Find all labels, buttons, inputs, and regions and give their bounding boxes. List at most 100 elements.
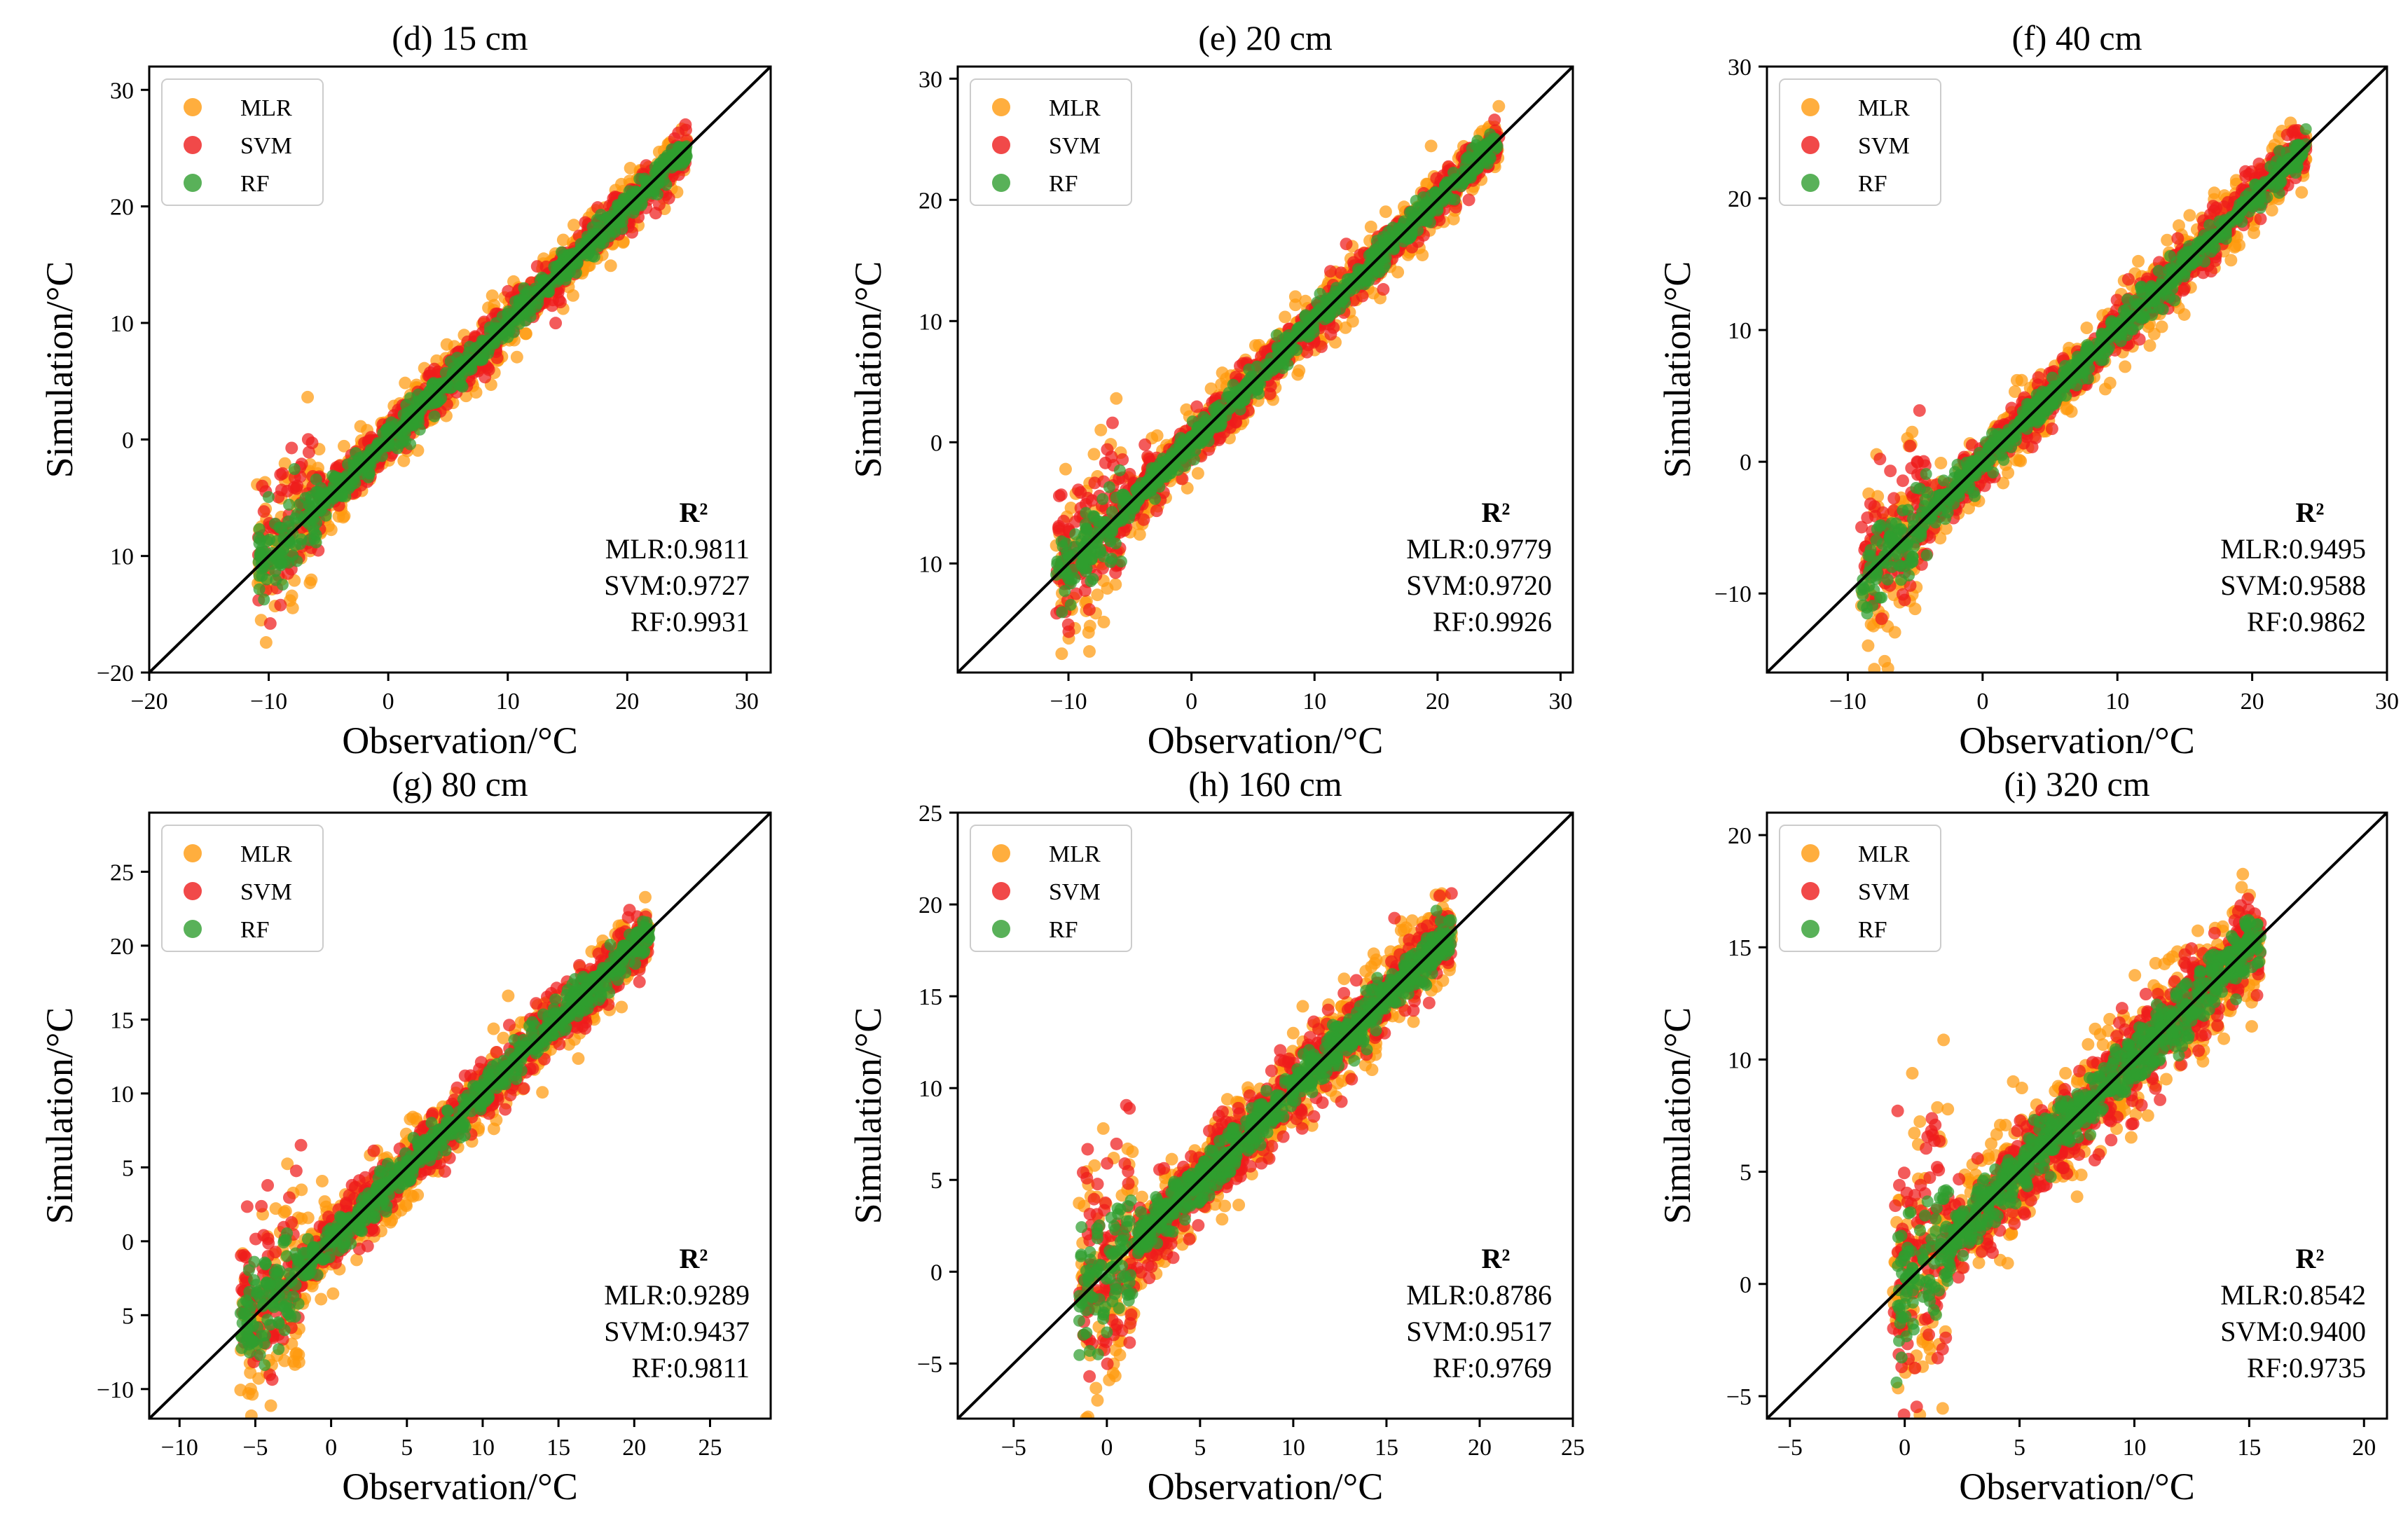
scatter-point-mlr <box>2132 254 2145 268</box>
scatter-point-rf <box>253 583 266 595</box>
scatter-point-rf <box>385 416 398 429</box>
scatter-point-mlr <box>1180 403 1193 416</box>
scatter-point-rf <box>472 353 485 366</box>
scatter-point-rf <box>551 260 563 273</box>
scatter-point-rf <box>1179 460 1192 472</box>
scatter-point-rf <box>1460 167 1473 180</box>
scatter-point-rf <box>428 410 441 422</box>
scatter-point-rf <box>1069 528 1082 541</box>
scatter-point-rf <box>1405 228 1418 240</box>
scatter-point-rf <box>1174 432 1187 444</box>
scatter-point-mlr <box>1868 663 1881 673</box>
scatter-point-mlr <box>285 589 298 602</box>
y-tick-label: 20 <box>110 195 134 221</box>
scatter-point-svm <box>256 479 269 492</box>
scatter-point-svm <box>281 567 294 580</box>
scatter-point-mlr <box>2161 233 2174 247</box>
scatter-point-mlr <box>2224 254 2238 267</box>
scatter-point-rf <box>308 527 321 539</box>
x-axis-label: Observation/°C <box>1148 719 1384 762</box>
y-axis-label: Simulation/°C <box>39 261 81 478</box>
scatter-point-mlr <box>1055 647 1068 661</box>
scatter-point-svm <box>1488 113 1501 127</box>
legend-marker-mlr <box>992 98 1010 116</box>
plot-frame <box>148 65 772 674</box>
scatter-point-rf <box>1270 329 1283 342</box>
scatter-point-rf <box>317 488 330 500</box>
scatter-point-rf <box>1064 598 1077 611</box>
legend-label-rf: RF <box>1049 171 1078 197</box>
scatter-point-rf <box>1307 326 1320 338</box>
r2-value-mlr: MLR:0.9811 <box>605 533 750 565</box>
scatter-point-mlr <box>1939 522 1953 535</box>
scatter-point-rf <box>310 473 322 485</box>
scatter-point-svm <box>1061 618 1075 631</box>
scatter-point-svm <box>2171 232 2185 245</box>
scatter-point-mlr <box>2015 373 2028 387</box>
scatter-point-mlr <box>1424 139 1438 153</box>
y-tick-label: 10 <box>919 309 942 335</box>
scatter-point-mlr <box>1934 532 1947 545</box>
x-tick-label: 20 <box>1426 689 1450 715</box>
scatter-point-svm <box>1138 438 1152 451</box>
scatter-point-svm <box>288 471 301 484</box>
scatter-point-mlr <box>1110 392 1123 405</box>
scatter-point-svm <box>274 598 287 612</box>
r2-value-mlr: MLR:0.9779 <box>1406 533 1552 565</box>
r2-header: R² <box>680 497 708 528</box>
scatter-point-mlr <box>624 162 637 175</box>
x-tick-label: 0 <box>383 689 394 715</box>
scatter-point-rf <box>1128 502 1141 515</box>
r2-value-svm: SVM:0.9727 <box>604 570 750 601</box>
scatter-point-svm <box>1085 494 1099 507</box>
scatter-point-svm <box>1377 283 1390 296</box>
scatter-point-mlr <box>1379 205 1392 219</box>
scatter-point-mlr <box>2060 402 2073 415</box>
plot-frame <box>956 65 1574 674</box>
x-tick-label: 20 <box>615 689 639 715</box>
scatter-point-mlr <box>286 601 299 614</box>
r2-header: R² <box>1482 497 1511 528</box>
scatter-point-mlr <box>1492 99 1506 113</box>
scatter-point-svm <box>302 446 315 459</box>
scatter-point-svm <box>1462 193 1475 207</box>
scatter-point-rf <box>1460 153 1473 165</box>
scatter-point-rf <box>1115 556 1127 568</box>
scatter-point-mlr <box>1082 626 1095 639</box>
y-axis-label: Simulation/°C <box>847 261 889 478</box>
y-tick-label: 0 <box>930 430 942 456</box>
scatter-point-rf <box>1373 254 1386 267</box>
scatter-point-rf <box>256 570 268 582</box>
scatter-point-rf <box>505 315 518 328</box>
scatter-point-mlr <box>1293 364 1306 378</box>
scatter-point-rf <box>283 498 296 511</box>
scatter-point-mlr <box>460 390 473 403</box>
scatter-point-rf <box>404 392 417 404</box>
scatter-point-rf <box>1080 507 1092 519</box>
scatter-point-svm <box>640 159 653 172</box>
scatter-point-rf <box>1476 140 1489 153</box>
scatter-point-rf <box>345 479 357 492</box>
scatter-point-mlr <box>278 457 291 470</box>
scatter-point-rf <box>1087 572 1099 585</box>
scatter-point-rf <box>315 502 328 514</box>
scatter-point-mlr <box>1064 502 1078 515</box>
scatter-point-rf <box>530 285 542 298</box>
scatter-point-rf <box>616 207 628 220</box>
legend-marker-svm <box>992 136 1010 154</box>
legend-label-mlr: MLR <box>1049 95 1101 121</box>
scatter-point-rf <box>1079 518 1092 530</box>
scatter-point-mlr <box>1101 581 1114 595</box>
scatter-point-svm <box>1263 387 1277 401</box>
scatter-point-rf <box>1141 476 1153 488</box>
scatter-point-rf <box>675 159 688 172</box>
scatter-point-rf <box>255 547 268 560</box>
scatter-point-mlr <box>604 259 617 273</box>
scatter-point-svm <box>257 505 270 518</box>
scatter-point-svm <box>285 441 298 455</box>
scatter-point-mlr <box>1906 425 1919 439</box>
legend-marker-rf <box>184 174 202 192</box>
scatter-point-mlr <box>2008 385 2021 399</box>
scatter-point-rf <box>513 308 525 321</box>
scatter-point-mlr <box>469 386 483 399</box>
